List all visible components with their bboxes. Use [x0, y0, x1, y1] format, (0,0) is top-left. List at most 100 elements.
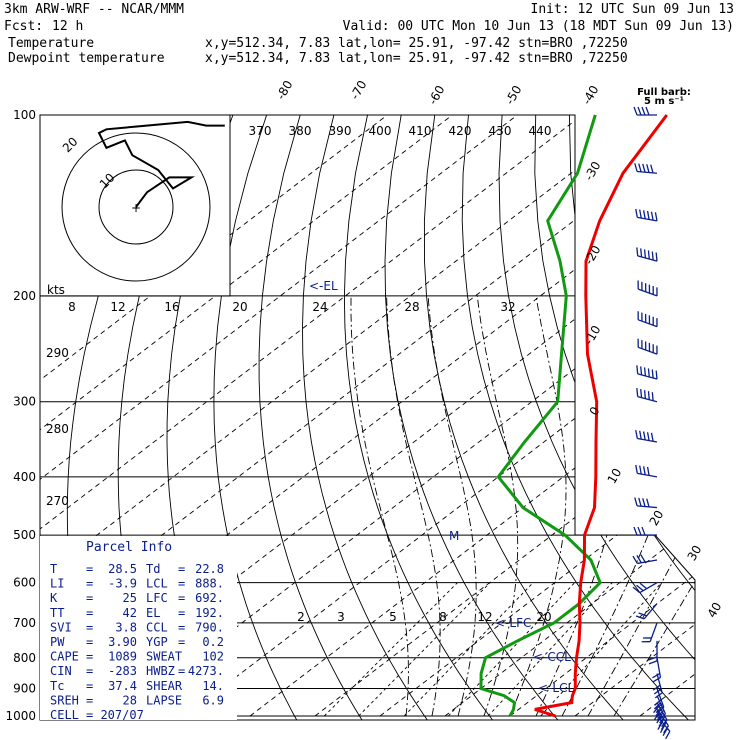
theta-label: 400 — [369, 124, 392, 138]
moist-adiabat-line — [427, 295, 477, 717]
pressure-label: 200 — [13, 289, 36, 303]
wind-barb — [648, 640, 658, 665]
parcel-info-text: 3.90 — [108, 635, 137, 649]
hodograph-inset: 10 20 + kts — [39, 114, 231, 297]
mixing-ratio-line — [358, 582, 491, 717]
temperature-station-info: x,y=512.34, 7.83 lat,lon= 25.91, -97.42 … — [205, 36, 628, 51]
isotherm-label: -10 — [582, 323, 604, 347]
parcel-info-text: K — [50, 591, 58, 605]
wind-barb — [635, 208, 658, 222]
upper-mixing-label: 20 — [232, 300, 247, 314]
theta-label: 410 — [409, 124, 432, 138]
m-marker: M — [449, 529, 459, 543]
dry-adiabat-line — [602, 115, 695, 720]
parcel-info-text: 1089 — [108, 650, 137, 664]
wind-barb — [636, 247, 658, 262]
wind-barb — [634, 163, 658, 174]
isotherm-line — [314, 115, 695, 717]
parcel-info-text: 28 — [123, 693, 137, 707]
isotherm-line — [379, 115, 695, 717]
wind-barb — [635, 603, 658, 620]
parcel-info-frame — [40, 536, 237, 720]
mixing-ratio-line — [403, 582, 534, 717]
parcel-info-text: 3.8 — [115, 620, 137, 634]
isotherm-line — [705, 115, 740, 716]
mixing-ratio-label: 3 — [337, 610, 345, 624]
isotherm-label: 0 — [587, 404, 603, 418]
parcel-info-text: = — [86, 620, 93, 634]
theta-label: 390 — [329, 124, 352, 138]
wind-key-title: Full barb: — [637, 87, 691, 98]
parcel-info-text: = — [86, 693, 93, 707]
mixing-ratio-line — [323, 582, 458, 717]
parcel-info-text: = — [86, 577, 93, 591]
hodograph-ring-20 — [61, 132, 211, 282]
lfc-marker: <-LFC — [495, 616, 531, 630]
parcel-info-text: Td — [146, 562, 160, 576]
parcel-info-text: 0.2 — [202, 635, 224, 649]
wind-barb — [636, 388, 658, 403]
parcel-info-text: Tc — [50, 679, 64, 693]
parcel-info-text: CELL — [50, 708, 79, 722]
parcel-info-text: = — [86, 591, 93, 605]
parcel-info-text: LCL — [146, 577, 168, 591]
parcel-info-text: -3.9 — [108, 577, 137, 591]
dewpoint-trace — [479, 114, 602, 717]
mixing-ratio-label: 12 — [477, 610, 492, 624]
isotherm-label: -80 — [274, 78, 296, 102]
upper-mixing-label: 16 — [164, 300, 179, 314]
parcel-info-text: SHEAR — [146, 679, 183, 693]
dry-adiabat-line — [384, 115, 566, 720]
moist-adiabat-line — [587, 295, 695, 717]
parcel-info-text: = — [86, 635, 93, 649]
parcel-info-text: LFC — [146, 591, 168, 605]
isotherm-line — [444, 115, 695, 717]
hodograph-units: kts — [47, 283, 65, 297]
isotherm-line — [40, 115, 453, 717]
model-title: 3km ARW-WRF -- NCAR/MMM — [4, 2, 184, 17]
parcel-info-text: = — [86, 650, 93, 664]
isotherm-label: 20 — [647, 508, 667, 528]
wind-barb — [637, 280, 658, 297]
valid-time: Valid: 00 UTC Mon 10 Jun 13 (18 MDT Sun … — [343, 19, 734, 34]
hodograph-trace — [97, 120, 225, 208]
mixing-ratio-line — [447, 582, 575, 717]
pressure-label: 600 — [13, 576, 36, 590]
isotherm-line — [40, 115, 518, 717]
moist-adiabat-line — [561, 295, 692, 717]
theta-label: 370 — [249, 124, 272, 138]
mixing-ratio-line — [487, 582, 613, 717]
parcel-info-text: LAPSE — [146, 693, 182, 707]
wind-barb — [635, 464, 658, 478]
parcel-info-text: 888. — [195, 577, 224, 591]
parcel-info-title: Parcel Info — [86, 540, 172, 555]
ccl-marker: <-CCL — [533, 650, 571, 664]
parcel-info-box: Parcel Info T = 28.5 Td = 22.8 LI = -3.9 LCL = 888.… — [40, 536, 237, 722]
adiabat-side-label: 280 — [46, 422, 69, 436]
parcel-info-text: 22.8 — [195, 562, 224, 576]
hodograph-ring-10 — [98, 169, 174, 245]
parcel-info-text: = — [178, 635, 185, 649]
parcel-info-text: = — [178, 606, 185, 620]
parcel-info-text: 4273. — [188, 664, 224, 678]
parcel-info-text: 192. — [195, 606, 224, 620]
parcel-info-text: LI — [50, 577, 64, 591]
el-marker: <-EL — [309, 279, 338, 293]
dry-adiabat-line — [302, 115, 434, 720]
wind-barb — [641, 622, 658, 643]
parcel-info-text: -283 — [108, 664, 137, 678]
wind-barb — [635, 429, 658, 443]
wind-barb — [632, 582, 658, 594]
temperature-trace — [534, 114, 668, 718]
isotherm-label: 40 — [705, 600, 725, 620]
wind-barb — [652, 673, 663, 699]
parcel-info-text: 42 — [123, 606, 137, 620]
dry-adiabat-line — [704, 115, 740, 729]
parcel-info-text: CAPE — [50, 650, 79, 664]
parcel-info-text: SREH — [50, 693, 79, 707]
wind-barb — [633, 106, 657, 116]
mixing-ratio-label: 2 — [297, 610, 305, 624]
pressure-label: 800 — [13, 651, 36, 665]
upper-mixing-label: 28 — [404, 300, 419, 314]
isotherm-line — [40, 115, 583, 717]
